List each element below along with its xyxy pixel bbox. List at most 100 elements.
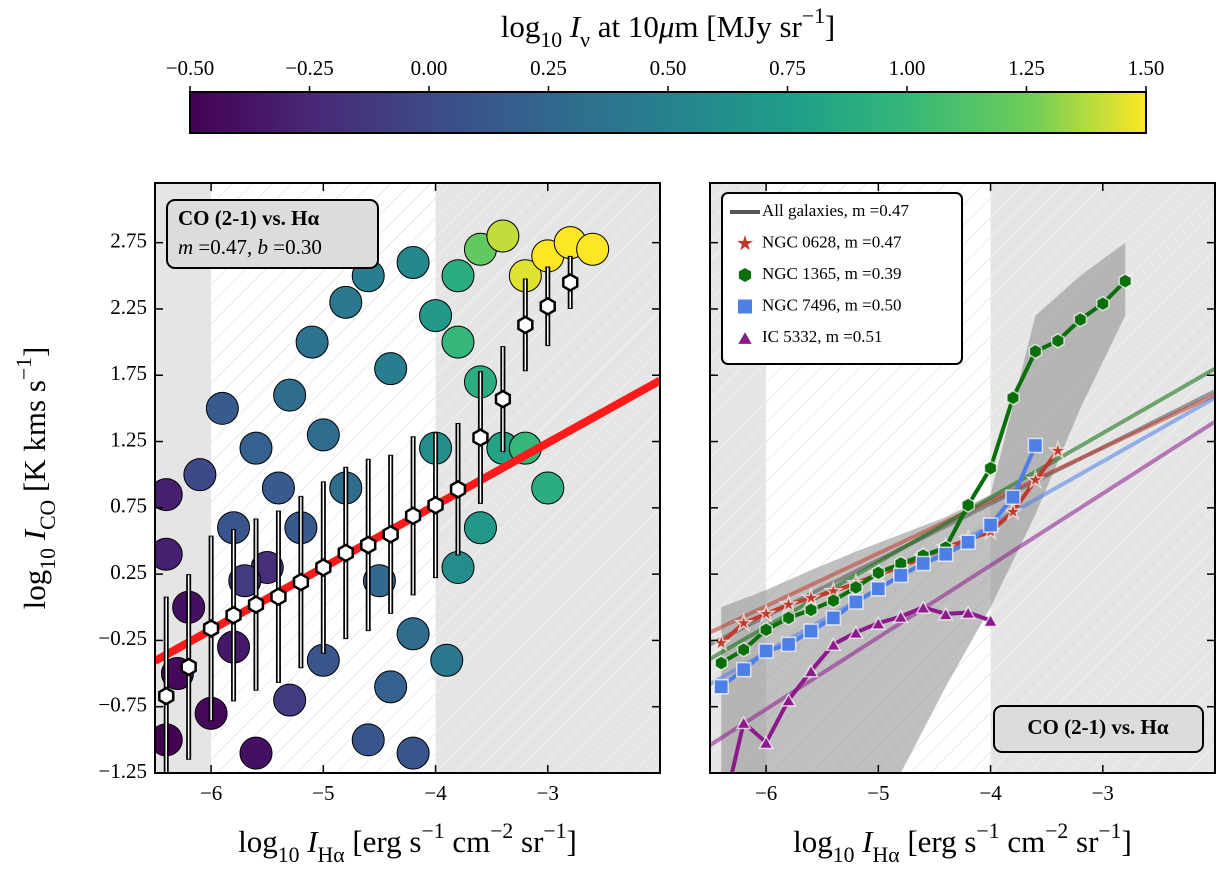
annotation-fit-part: =0.47, [193, 235, 257, 259]
colorbar-tick-label: −0.25 [285, 56, 334, 80]
series-marker [870, 580, 887, 597]
scatter-point [441, 325, 475, 359]
x-axis-label-part: cm [1000, 824, 1046, 859]
binned-median [539, 296, 556, 316]
scatter-point [441, 259, 475, 293]
colorbar-label-part: m [MJy sr [674, 9, 802, 44]
scatter-point [239, 431, 273, 465]
y-tick-label: 0.25 [110, 560, 147, 584]
scatter-point [205, 391, 239, 425]
x-axis-label-part: −1 [422, 819, 445, 843]
scatter-point [273, 378, 307, 412]
y-axis-label-part: log [17, 570, 52, 610]
scatter-point [463, 511, 497, 545]
series-marker [1073, 311, 1088, 328]
colorbar-tick-label: 0.50 [650, 56, 687, 80]
series-marker [713, 679, 729, 695]
series-marker [826, 592, 841, 609]
binned-median [360, 535, 377, 555]
scatter-point [396, 617, 430, 651]
series-marker [870, 616, 887, 630]
binned-median [337, 543, 354, 563]
series-marker [982, 517, 999, 533]
series-marker [960, 605, 977, 620]
series-marker [803, 623, 819, 639]
legend-marker [738, 332, 752, 344]
series-marker [1025, 469, 1046, 489]
scatter-point [374, 670, 408, 704]
legend-marker [738, 299, 752, 314]
scatter-point [228, 564, 262, 598]
binned-median [404, 506, 422, 526]
x-axis-label-part: log [238, 824, 278, 859]
series-marker [715, 814, 728, 826]
series-marker [983, 460, 998, 476]
series-marker [892, 609, 909, 624]
series-marker [937, 546, 954, 562]
series-marker [781, 610, 796, 626]
scatter-point [155, 478, 183, 512]
binned-median [315, 558, 332, 577]
y-axis-label-part: 10 [36, 548, 60, 570]
series-marker [871, 564, 886, 581]
colorbar-tick-label: 1.50 [1128, 56, 1165, 80]
y-tick-label: −0.75 [98, 693, 147, 717]
x-axis-label-part: ] [567, 824, 577, 859]
scatter-point [374, 352, 408, 386]
binned-median [202, 619, 220, 638]
x-axis-label-part: sr [513, 824, 544, 859]
x-tick-label: −4 [979, 781, 1002, 805]
x-axis-label-part: sr [1068, 824, 1099, 859]
scatter-point [486, 219, 520, 253]
series-marker [758, 643, 774, 659]
scatter-point [362, 564, 396, 598]
series-marker [849, 579, 863, 596]
y-tick-label: 2.25 [110, 295, 147, 319]
binned-median [180, 657, 197, 677]
legend-marker [738, 268, 752, 282]
binned-median [292, 572, 310, 592]
series-marker [960, 534, 976, 551]
series-marker [735, 715, 752, 730]
series-marker [1005, 489, 1021, 505]
x-axis-label-part: Hα [873, 843, 900, 867]
series-marker [736, 641, 751, 658]
x-axis-label-part: cm [445, 824, 491, 859]
colorbar-label-part: log [501, 9, 541, 44]
scatter-point [396, 246, 430, 280]
legend-label: NGC 1365, m =0.39 [762, 264, 901, 283]
series-marker [758, 735, 775, 750]
y-tick-label: 0.75 [110, 494, 147, 518]
x-tick-label: −5 [867, 781, 889, 805]
binned-median [449, 479, 467, 499]
scatter-point [396, 736, 430, 770]
y-tick-label: −1.25 [98, 759, 147, 783]
series-marker [961, 497, 975, 514]
annotation-box [166, 199, 379, 269]
scatter-point [419, 299, 453, 333]
series-marker [759, 621, 773, 638]
colorbar-label-part: ν [580, 28, 590, 52]
binned-median [270, 587, 287, 607]
series-marker [848, 594, 864, 610]
x-tick-label: −4 [424, 781, 447, 805]
binned-median [158, 686, 175, 706]
annotation-fit-part: m [178, 235, 193, 259]
series-marker [1027, 437, 1044, 454]
series-marker [1028, 343, 1043, 360]
scatter-point [183, 458, 217, 492]
scatter-point [351, 723, 385, 757]
axes-frame [709, 182, 1216, 774]
scatter-point [441, 550, 475, 584]
binned-median [427, 495, 444, 515]
scatter-point [239, 736, 273, 770]
scatter-point [261, 471, 295, 505]
y-tick-label: 2.75 [110, 228, 147, 252]
colorbar [189, 91, 1147, 134]
colorbar-tick-label: 0.25 [530, 56, 567, 80]
colorbar-tick-label: −0.50 [166, 56, 215, 80]
scatter-point [155, 537, 183, 571]
x-axis-label-part: −2 [490, 819, 513, 843]
